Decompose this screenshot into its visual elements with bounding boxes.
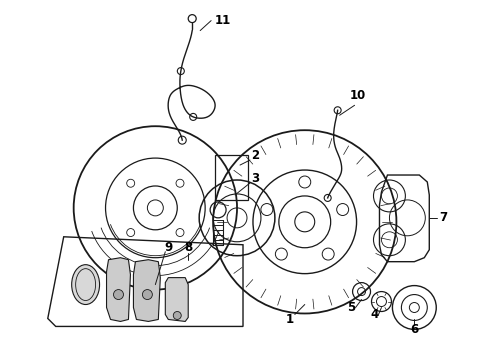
Text: 1: 1: [286, 313, 294, 326]
Text: 4: 4: [370, 308, 379, 321]
Bar: [215, 155, 248, 200]
Text: 2: 2: [251, 149, 259, 162]
Text: 5: 5: [347, 301, 356, 314]
Polygon shape: [106, 258, 130, 321]
Circle shape: [143, 289, 152, 300]
Text: 6: 6: [410, 323, 418, 336]
Text: 7: 7: [439, 211, 447, 224]
Circle shape: [173, 311, 181, 319]
Text: 3: 3: [251, 171, 259, 185]
Polygon shape: [133, 260, 160, 321]
Text: 9: 9: [164, 241, 172, 254]
Text: 11: 11: [215, 14, 231, 27]
Text: 10: 10: [349, 89, 366, 102]
Ellipse shape: [72, 265, 99, 305]
Circle shape: [114, 289, 123, 300]
Polygon shape: [165, 278, 188, 321]
Text: 8: 8: [184, 241, 193, 254]
